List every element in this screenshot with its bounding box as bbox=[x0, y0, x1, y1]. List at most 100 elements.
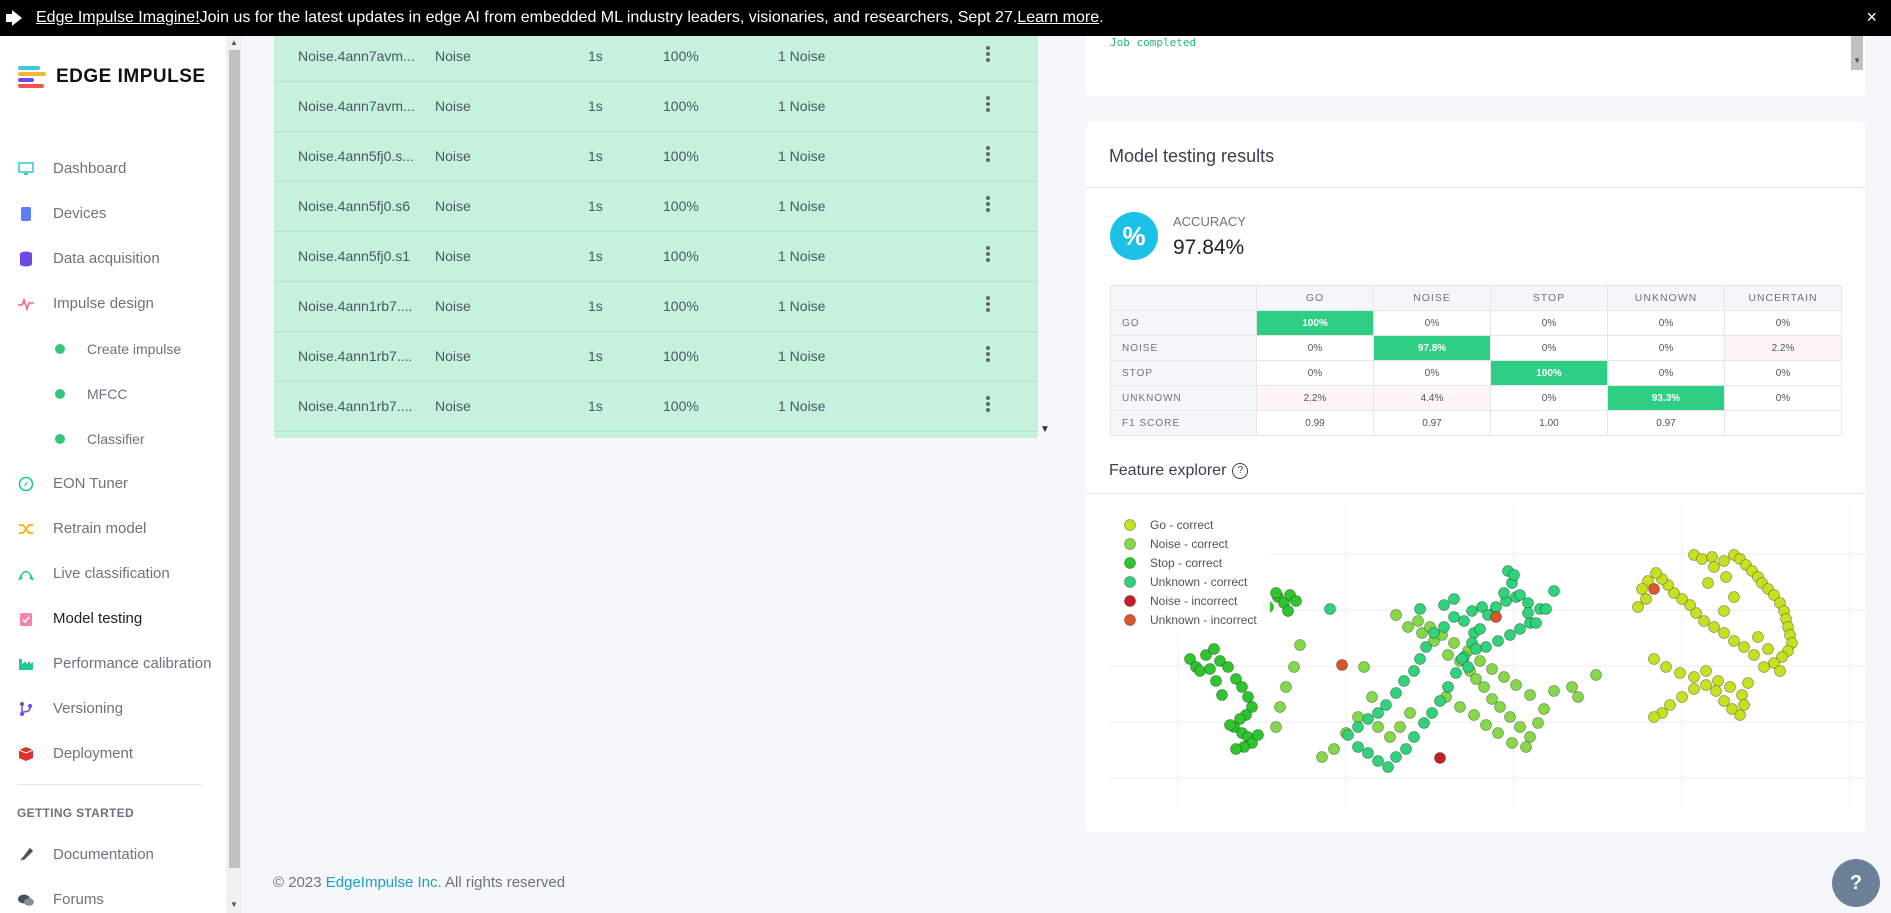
close-icon[interactable]: × bbox=[1866, 7, 1877, 27]
scatter-point[interactable] bbox=[1480, 641, 1492, 653]
scatter-point[interactable] bbox=[1458, 615, 1470, 627]
help-button[interactable]: ? bbox=[1832, 859, 1880, 907]
scatter-point[interactable] bbox=[1776, 651, 1788, 663]
scatter-point[interactable] bbox=[1450, 667, 1462, 679]
scatter-point[interactable] bbox=[1242, 691, 1254, 703]
legend-marker[interactable] bbox=[1124, 595, 1136, 607]
scatter-point[interactable] bbox=[1504, 629, 1516, 641]
scatter-point[interactable] bbox=[1702, 577, 1714, 589]
scatter-point[interactable] bbox=[1236, 681, 1248, 693]
scatter-point[interactable] bbox=[1336, 659, 1348, 671]
table-row[interactable]: Noise.4ann5fj0.s1 Noise 1s 100% 1 Noise bbox=[274, 232, 1038, 282]
scatter-point[interactable] bbox=[1412, 615, 1424, 627]
scatter-point[interactable] bbox=[1418, 717, 1430, 729]
scatter-point[interactable] bbox=[1768, 657, 1780, 669]
scatter-point[interactable] bbox=[1390, 687, 1402, 699]
scatter-point[interactable] bbox=[1246, 701, 1258, 713]
scatter-point[interactable] bbox=[1520, 741, 1532, 753]
scatter-point[interactable] bbox=[1636, 583, 1648, 595]
scatter-point[interactable] bbox=[1478, 681, 1490, 693]
scatter-point[interactable] bbox=[1456, 653, 1468, 665]
scatter-point[interactable] bbox=[1352, 741, 1364, 753]
legend-label[interactable]: Unknown - incorrect bbox=[1150, 613, 1257, 627]
scatter-point[interactable] bbox=[1492, 727, 1504, 739]
scatter-point[interactable] bbox=[1288, 661, 1300, 673]
scatter-point[interactable] bbox=[1414, 653, 1426, 665]
table-row[interactable]: Noise.4ann7avm... Noise 1s 100% 1 Noise bbox=[274, 82, 1038, 132]
scatter-point[interactable] bbox=[1434, 695, 1446, 707]
scatter-point[interactable] bbox=[1328, 743, 1340, 755]
scatter-point[interactable] bbox=[1498, 587, 1510, 599]
scatter-point[interactable] bbox=[1650, 567, 1662, 579]
scatter-point[interactable] bbox=[1736, 689, 1748, 701]
feature-explorer-scatter-plot[interactable]: Go - correct Noise - correct Stop - correc… bbox=[1110, 507, 1870, 807]
legend-label[interactable]: Go - correct bbox=[1150, 518, 1214, 532]
scatter-point[interactable] bbox=[1316, 751, 1328, 763]
scatter-point[interactable] bbox=[1476, 601, 1488, 613]
scatter-point[interactable] bbox=[1468, 709, 1480, 721]
scatter-point[interactable] bbox=[1684, 599, 1696, 611]
scatter-point[interactable] bbox=[1724, 681, 1736, 693]
scatter-point[interactable] bbox=[1632, 601, 1644, 613]
help-circle-icon[interactable]: ? bbox=[1232, 463, 1249, 479]
scroll-down-arrow-icon[interactable]: ▼ bbox=[1853, 56, 1861, 65]
scatter-point[interactable] bbox=[1524, 689, 1536, 701]
scatter-point[interactable] bbox=[1674, 667, 1686, 679]
scatter-point[interactable] bbox=[1718, 605, 1730, 617]
scatter-point[interactable] bbox=[1498, 671, 1510, 683]
legend-marker[interactable] bbox=[1124, 576, 1136, 588]
scatter-point[interactable] bbox=[1738, 699, 1750, 711]
scatter-point[interactable] bbox=[1700, 679, 1712, 691]
scatter-point[interactable] bbox=[1216, 689, 1228, 701]
scatter-point[interactable] bbox=[1774, 665, 1786, 677]
table-scroll-down-icon[interactable]: ▼ bbox=[1040, 424, 1050, 435]
scatter-point[interactable] bbox=[1474, 655, 1486, 667]
scatter-point[interactable] bbox=[1438, 621, 1450, 633]
scatter-point[interactable] bbox=[1434, 752, 1446, 764]
legend-marker[interactable] bbox=[1124, 538, 1136, 550]
scatter-point[interactable] bbox=[1508, 569, 1520, 581]
scatter-point[interactable] bbox=[1234, 713, 1246, 725]
banner-strong[interactable]: Edge Impulse Imagine! bbox=[36, 9, 200, 26]
scatter-point[interactable] bbox=[1362, 747, 1374, 759]
scatter-point[interactable] bbox=[1222, 661, 1234, 673]
scatter-point[interactable] bbox=[1474, 623, 1486, 635]
scatter-point[interactable] bbox=[1492, 635, 1504, 647]
scatter-point[interactable] bbox=[1352, 711, 1364, 723]
scatter-point[interactable] bbox=[1372, 755, 1384, 767]
scatter-point[interactable] bbox=[1510, 679, 1522, 691]
scatter-point[interactable] bbox=[1448, 611, 1460, 623]
scatter-point[interactable] bbox=[1572, 691, 1584, 703]
scatter-point[interactable] bbox=[1748, 649, 1760, 661]
scatter-point[interactable] bbox=[1718, 627, 1730, 639]
scatter-point[interactable] bbox=[1690, 607, 1702, 619]
scatter-point[interactable] bbox=[1204, 663, 1216, 675]
scatter-point[interactable] bbox=[1490, 601, 1502, 613]
legend-marker[interactable] bbox=[1124, 557, 1136, 569]
scatter-point[interactable] bbox=[1738, 641, 1750, 653]
sidebar-item-documentation[interactable]: Documentation bbox=[0, 832, 226, 877]
scatter-point[interactable] bbox=[1698, 615, 1710, 627]
scatter-point[interactable] bbox=[1668, 587, 1680, 599]
scatter-point[interactable] bbox=[1466, 605, 1478, 617]
legend-marker[interactable] bbox=[1124, 519, 1136, 531]
sidebar-item-live-classification[interactable]: Live classification bbox=[0, 551, 226, 596]
scatter-point[interactable] bbox=[1184, 653, 1196, 665]
more-options-icon[interactable] bbox=[986, 46, 990, 62]
sidebar-item-impulse-design[interactable]: Impulse design bbox=[0, 281, 226, 326]
scatter-point[interactable] bbox=[1428, 627, 1440, 639]
scatter-point[interactable] bbox=[1448, 637, 1460, 649]
scatter-point[interactable] bbox=[1660, 661, 1672, 673]
scatter-point[interactable] bbox=[1270, 721, 1282, 733]
sidebar-item-performance-calibration[interactable]: Performance calibration bbox=[0, 641, 226, 686]
scatter-point[interactable] bbox=[1720, 571, 1732, 583]
more-options-icon[interactable] bbox=[986, 396, 990, 412]
scatter-point[interactable] bbox=[1648, 711, 1660, 723]
scatter-point[interactable] bbox=[1224, 719, 1236, 731]
scatter-point[interactable] bbox=[1708, 621, 1720, 633]
scatter-point[interactable] bbox=[1648, 653, 1660, 665]
scatter-point[interactable] bbox=[1768, 589, 1780, 601]
scatter-point[interactable] bbox=[1538, 703, 1550, 715]
scatter-point[interactable] bbox=[1726, 703, 1738, 715]
scatter-point[interactable] bbox=[1200, 649, 1212, 661]
